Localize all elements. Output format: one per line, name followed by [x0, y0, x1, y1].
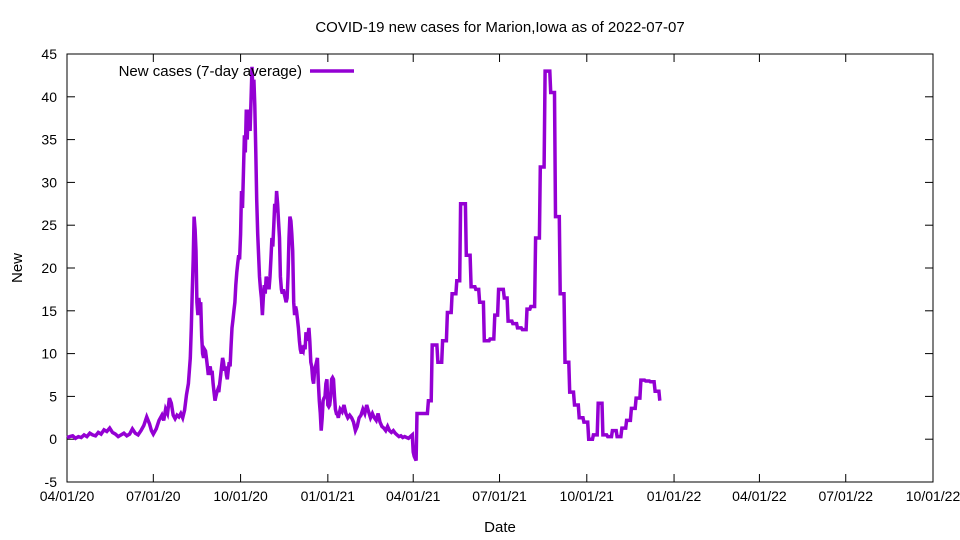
x-axis-title: Date	[484, 519, 516, 536]
y-tick-label: 20	[41, 260, 57, 276]
x-axis-ticks: 04/01/20 07/01/20 10/01/20 01/01/21 04/01/21…	[40, 54, 960, 504]
y-tick-label: 35	[41, 132, 57, 148]
x-tick-label: 01/01/21	[301, 488, 356, 504]
y-axis-ticks: -5 0 5 10 15 20 25 30 35 40 45	[41, 46, 933, 490]
chart-title: COVID-19 new cases for Marion,Iowa as of…	[315, 19, 684, 36]
x-tick-label: 10/01/21	[560, 488, 615, 504]
series-line-new-cases	[66, 66, 662, 462]
x-tick-label: 10/01/20	[213, 488, 268, 504]
y-tick-label: 0	[49, 431, 57, 447]
x-tick-label: 01/01/22	[647, 488, 702, 504]
x-tick-label: 07/01/22	[818, 488, 873, 504]
x-tick-label: 10/01/22	[906, 488, 960, 504]
y-tick-label: 15	[41, 303, 57, 319]
y-axis-title: New	[9, 253, 26, 283]
y-tick-label: 40	[41, 89, 57, 105]
x-tick-label: 04/01/22	[732, 488, 787, 504]
legend: New cases (7-day average)	[119, 63, 354, 80]
y-tick-label: -5	[45, 474, 58, 490]
plot-area-border	[66, 53, 934, 483]
x-tick-label: 07/01/21	[472, 488, 527, 504]
legend-label: New cases (7-day average)	[119, 63, 302, 80]
y-tick-label: 5	[49, 388, 57, 404]
x-tick-label: 04/01/20	[40, 488, 95, 504]
y-tick-label: 30	[41, 174, 57, 190]
y-tick-label: 10	[41, 346, 57, 362]
y-tick-label: 45	[41, 46, 57, 62]
x-tick-label: 04/01/21	[386, 488, 441, 504]
x-tick-label: 07/01/20	[126, 488, 181, 504]
y-tick-label: 25	[41, 217, 57, 233]
